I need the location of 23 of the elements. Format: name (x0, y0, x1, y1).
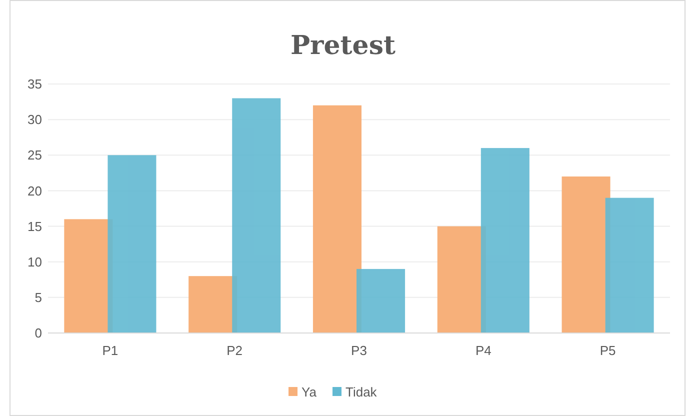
bar (232, 98, 281, 333)
x-tick-label: P1 (102, 343, 118, 358)
bar (605, 198, 654, 333)
y-tick-label: 35 (28, 76, 42, 92)
x-tick-label: P2 (226, 343, 243, 358)
x-tick-label: P5 (600, 343, 616, 358)
legend-label: Tidak (346, 384, 378, 400)
bar (562, 176, 610, 333)
y-tick-label: 5 (34, 290, 42, 305)
y-tick-label: 30 (28, 112, 42, 128)
chart-title: Pretest (290, 31, 396, 61)
y-tick-label: 10 (28, 254, 42, 270)
legend-label: Ya (302, 384, 318, 400)
bar (108, 155, 156, 333)
bar (356, 268, 406, 333)
y-tick-label: 0 (34, 326, 42, 341)
y-tick-label: 15 (28, 218, 42, 234)
x-tick-label: P3 (351, 343, 367, 358)
x-tick-label: P4 (475, 343, 492, 358)
y-tick-label: 25 (28, 148, 42, 163)
bar (480, 148, 530, 333)
y-tick-label: 20 (28, 183, 42, 198)
bar (312, 105, 362, 333)
